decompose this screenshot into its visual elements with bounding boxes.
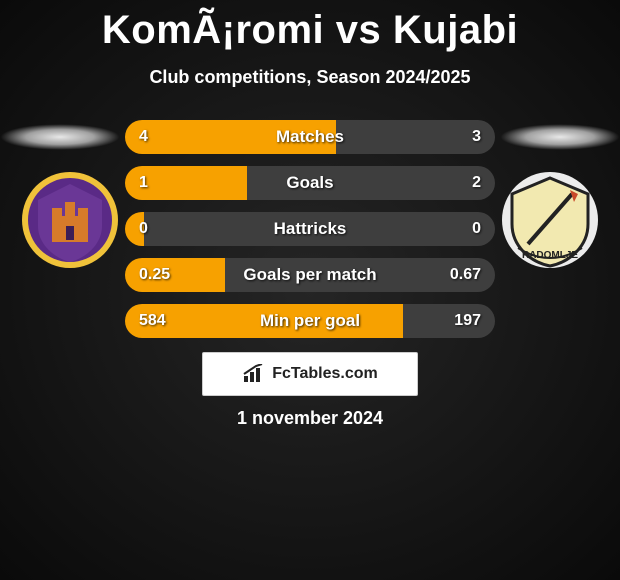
stat-left-value: 1 [139,174,148,192]
stat-row: 0 Hattricks 0 [125,212,495,246]
stat-left-value: 584 [139,312,166,330]
stat-row: 584 Min per goal 197 [125,304,495,338]
stat-left-value: 0.25 [139,266,170,284]
left-team-badge [20,170,120,270]
stat-right-value: 2 [472,174,481,192]
stat-left-value: 4 [139,128,148,146]
date-label: 1 november 2024 [237,408,383,429]
stat-left-value: 0 [139,220,148,238]
chart-icon [242,364,266,384]
brand-box[interactable]: FcTables.com [202,352,418,396]
stat-label: Goals [286,173,333,193]
stat-label: Min per goal [260,311,360,331]
stat-row: 0.25 Goals per match 0.67 [125,258,495,292]
brand-label: FcTables.com [272,365,378,383]
page-title: KomÃ¡romi vs Kujabi [0,0,620,53]
stat-right-value: 197 [454,312,481,330]
stat-right-value: 0 [472,220,481,238]
stat-right-value: 3 [472,128,481,146]
left-shadow [0,124,120,150]
stats-container: 4 Matches 3 1 Goals 2 0 Hattricks 0 0.25 Goals per… [125,120,495,350]
stat-label: Hattricks [274,219,347,239]
page-subtitle: Club competitions, Season 2024/2025 [0,67,620,88]
stat-label: Goals per match [243,265,376,285]
stat-row: 4 Matches 3 [125,120,495,154]
stat-row: 1 Goals 2 [125,166,495,200]
svg-text:RADOMLJE: RADOMLJE [522,250,578,261]
stat-label: Matches [276,127,344,147]
stat-right-value: 0.67 [450,266,481,284]
right-shadow [500,124,620,150]
right-team-badge: RADOMLJE [500,170,600,270]
